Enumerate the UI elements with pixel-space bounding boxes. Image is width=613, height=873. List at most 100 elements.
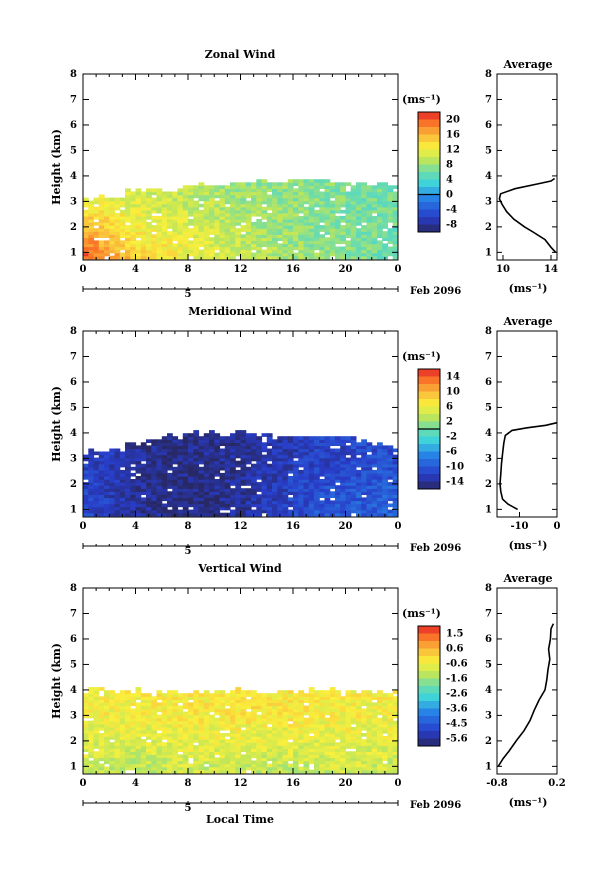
- heatmap-cell: [140, 234, 147, 238]
- heatmap-cell: [298, 696, 305, 700]
- heatmap-cell: [387, 252, 394, 257]
- heatmap-cell: [287, 228, 294, 232]
- heatmap-cell: [193, 206, 200, 211]
- heatmap-cell: [272, 500, 278, 505]
- heatmap-cell: [203, 225, 210, 229]
- heatmap-cell: [214, 726, 221, 731]
- heatmap-cell: [151, 188, 158, 193]
- heatmap-cell: [272, 714, 278, 719]
- heatmap-cell: [240, 442, 247, 446]
- heatmap-cell: [314, 748, 320, 752]
- heatmap-cell: [340, 699, 346, 703]
- heatmap-cell: [287, 733, 294, 737]
- heatmap-cell: [114, 479, 121, 483]
- heatmap-cell: [382, 466, 388, 471]
- heatmap-cell: [182, 702, 189, 707]
- heatmap-cell: [282, 754, 289, 759]
- heatmap-cell: [240, 460, 247, 465]
- heatmap-cell: [161, 255, 168, 260]
- heatmap-cell: [214, 255, 221, 260]
- heatmap-cell: [209, 454, 215, 459]
- heatmap-cell: [104, 240, 110, 245]
- heatmap-cell: [308, 702, 315, 707]
- heatmap-cell: [392, 197, 398, 202]
- heatmap-cell: [209, 733, 215, 737]
- heatmap-cell: [203, 476, 210, 480]
- heatmap-cell: [98, 736, 105, 740]
- heatmap-cell: [214, 469, 221, 474]
- heatmap-cell: [335, 454, 341, 459]
- heatmap-cell: [203, 439, 210, 443]
- heatmap-cell: [235, 711, 242, 716]
- heatmap-cell: [135, 479, 142, 483]
- heatmap-cell: [130, 215, 137, 220]
- heatmap-cell: [371, 252, 378, 257]
- heatmap-cell: [245, 500, 252, 505]
- heatmap-cell: [277, 485, 284, 489]
- heatmap-cell: [377, 509, 383, 514]
- heatmap-cell: [156, 482, 163, 486]
- heatmap-cell: [104, 215, 110, 220]
- heatmap-cell: [119, 463, 126, 468]
- heatmap-cell: [277, 754, 284, 759]
- heatmap-cell: [272, 252, 278, 257]
- heatmap-cell: [88, 702, 95, 707]
- heatmap-cell: [109, 472, 116, 477]
- heatmap-cell: [356, 252, 362, 257]
- heatmap-cell: [203, 255, 210, 260]
- heatmap-cell: [182, 754, 189, 759]
- y-tick-label: 1: [70, 761, 77, 772]
- heatmap-cell: [314, 696, 320, 700]
- heatmap-cell: [109, 723, 116, 728]
- heatmap-cell: [319, 185, 326, 189]
- heatmap-cell: [224, 466, 231, 471]
- heatmap-cell: [303, 225, 310, 229]
- heatmap-cell: [293, 448, 299, 453]
- heatmap-cell: [167, 460, 173, 465]
- heatmap-cell: [324, 509, 331, 514]
- heatmap-cell: [240, 476, 247, 480]
- heatmap-cell: [109, 714, 116, 719]
- heatmap-cell: [298, 436, 305, 440]
- heatmap-cell: [303, 503, 310, 508]
- heatmap-cell: [135, 215, 142, 220]
- heatmap-cell: [130, 693, 137, 697]
- heatmap-cell: [308, 451, 315, 456]
- heatmap-cell: [88, 506, 95, 511]
- heatmap-cell: [303, 696, 310, 700]
- heatmap-cell: [193, 497, 200, 502]
- heatmap-cell: [219, 436, 226, 440]
- heatmap-cell: [151, 720, 158, 725]
- profile-y-tick-label: 7: [485, 351, 492, 362]
- colorbar-swatch: [418, 731, 440, 739]
- heatmap-cell: [324, 720, 331, 725]
- heatmap-cell: [230, 509, 236, 514]
- heatmap-cell: [350, 243, 357, 248]
- heatmap-cell: [214, 231, 221, 235]
- heatmap-cell: [156, 188, 163, 193]
- heatmap-cell: [356, 739, 362, 743]
- heatmap-cell: [188, 714, 194, 719]
- colorbar-swatch: [418, 384, 440, 392]
- heatmap-cell: [298, 200, 305, 205]
- heatmap-cell: [377, 717, 383, 722]
- heatmap-cell: [219, 736, 226, 740]
- heatmap-cell: [308, 219, 315, 223]
- heatmap-cell: [277, 212, 284, 217]
- heatmap-cell: [350, 733, 357, 737]
- heatmap-cell: [209, 448, 215, 453]
- heatmap-cell: [308, 506, 315, 511]
- heatmap-cell: [335, 185, 341, 189]
- heatmap-cell: [240, 454, 247, 459]
- heatmap-cell: [224, 234, 231, 238]
- heatmap-cell: [88, 255, 95, 260]
- heatmap-cell: [282, 723, 289, 728]
- heatmap-cell: [245, 433, 252, 437]
- heatmap-cell: [203, 246, 210, 251]
- heatmap-cell: [93, 754, 100, 759]
- heatmap-cell: [156, 191, 163, 196]
- heatmap-cell: [251, 739, 257, 743]
- heatmap-cell: [219, 733, 226, 737]
- heatmap-cell: [182, 769, 189, 774]
